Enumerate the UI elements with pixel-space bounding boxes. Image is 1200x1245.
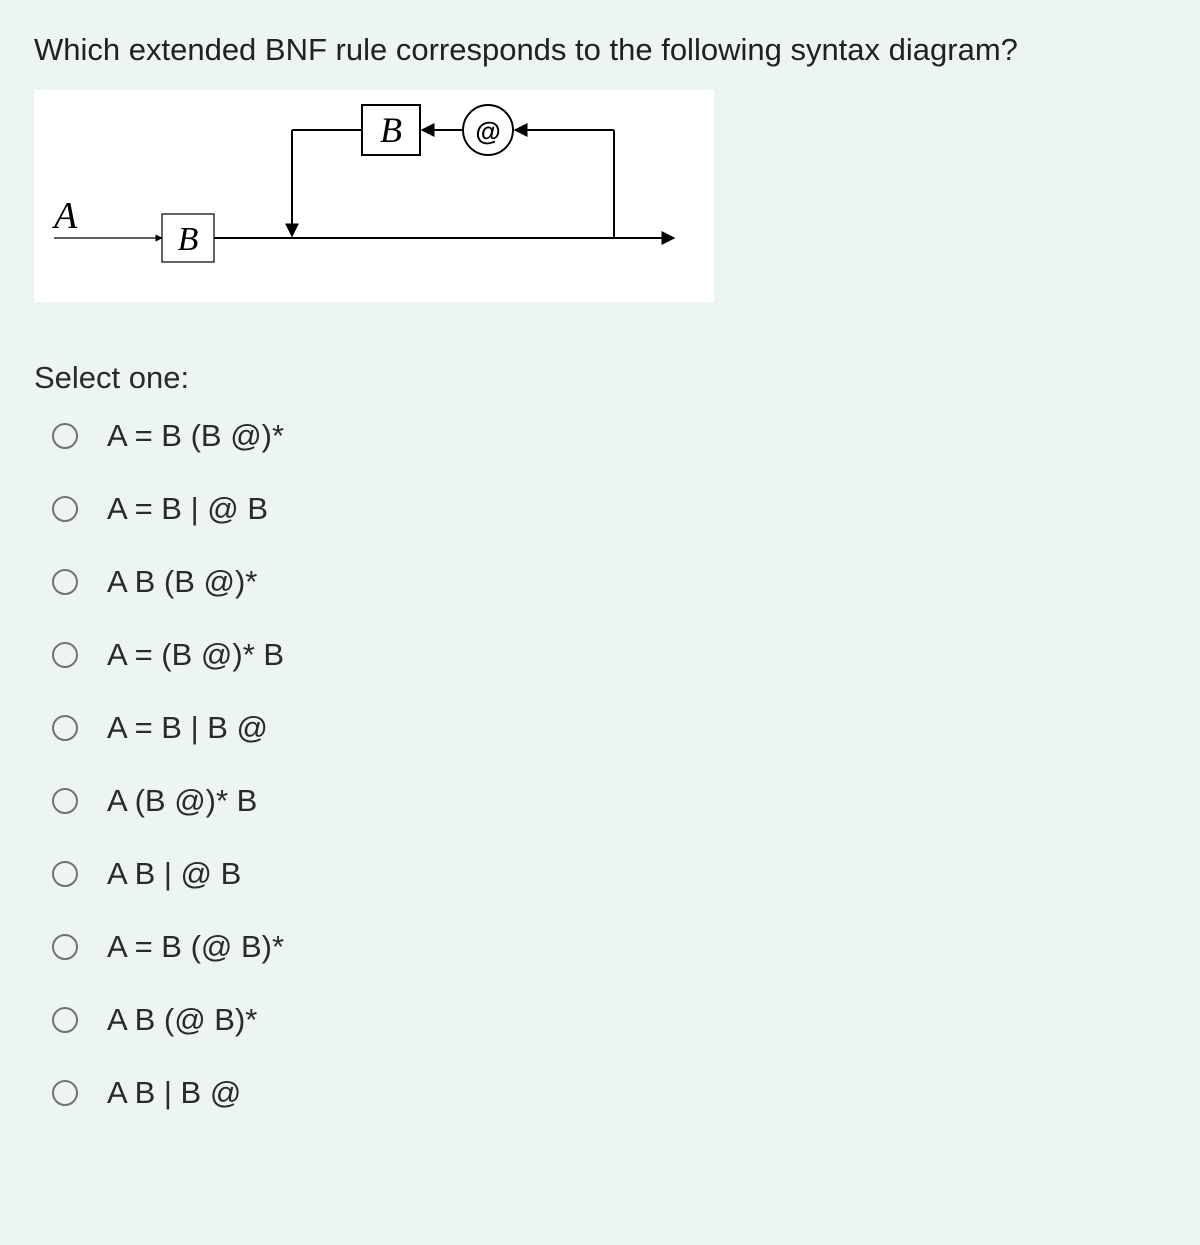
- option-3: A = (B @)* B: [34, 637, 1166, 673]
- question-page: Which extended BNF rule corresponds to t…: [0, 0, 1200, 1180]
- option-text-5: A (B @)* B: [107, 783, 257, 819]
- syntax-diagram: A B @ B: [34, 90, 714, 302]
- select-one-label: Select one:: [34, 360, 1166, 396]
- option-0: A = B (B @)*: [34, 418, 1166, 454]
- radio-2[interactable]: [52, 569, 78, 595]
- option-5: A (B @)* B: [34, 783, 1166, 819]
- diagram-svg: A B @ B: [34, 90, 714, 302]
- options-list: A = B (B @)* A = B | @ B A B (B @)* A = …: [34, 418, 1166, 1111]
- radio-1[interactable]: [52, 496, 78, 522]
- option-text-2: A B (B @)*: [107, 564, 257, 600]
- option-9: A B | B @: [34, 1075, 1166, 1111]
- option-6: A B | @ B: [34, 856, 1166, 892]
- option-1: A = B | @ B: [34, 491, 1166, 527]
- radio-9[interactable]: [52, 1080, 78, 1106]
- option-text-6: A B | @ B: [107, 856, 241, 892]
- radio-7[interactable]: [52, 934, 78, 960]
- option-text-3: A = (B @)* B: [107, 637, 284, 673]
- option-text-0: A = B (B @)*: [107, 418, 284, 454]
- option-text-8: A B (@ B)*: [107, 1002, 257, 1038]
- radio-0[interactable]: [52, 423, 78, 449]
- radio-3[interactable]: [52, 642, 78, 668]
- box-b2-label: B: [380, 110, 402, 150]
- option-text-7: A = B (@ B)*: [107, 929, 284, 965]
- at-label: @: [475, 116, 500, 146]
- radio-6[interactable]: [52, 861, 78, 887]
- question-text: Which extended BNF rule corresponds to t…: [34, 32, 1166, 68]
- radio-4[interactable]: [52, 715, 78, 741]
- option-4: A = B | B @: [34, 710, 1166, 746]
- diagram-label-a: A: [51, 195, 78, 237]
- radio-5[interactable]: [52, 788, 78, 814]
- option-2: A B (B @)*: [34, 564, 1166, 600]
- box-b1-label: B: [178, 221, 199, 258]
- radio-8[interactable]: [52, 1007, 78, 1033]
- option-text-1: A = B | @ B: [107, 491, 268, 527]
- option-text-4: A = B | B @: [107, 710, 268, 746]
- option-text-9: A B | B @: [107, 1075, 241, 1111]
- option-8: A B (@ B)*: [34, 1002, 1166, 1038]
- option-7: A = B (@ B)*: [34, 929, 1166, 965]
